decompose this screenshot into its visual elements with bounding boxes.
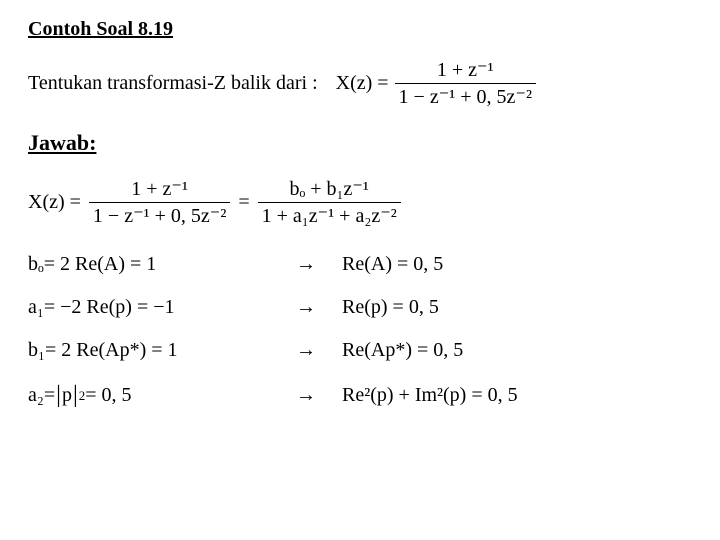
row-right: Re²(p) + Im²(p) = 0, 5	[342, 384, 518, 407]
xz-label: X(z) =	[336, 72, 389, 95]
row-var: a₂	[28, 384, 44, 407]
arrow-icon: →	[296, 384, 316, 407]
given-expression: X(z) = 1 + z⁻¹ 1 − z⁻¹ + 0, 5z⁻²	[336, 59, 536, 108]
row-expr: = 2 Re(Ap*) = 1	[45, 339, 178, 362]
row-var: b₁	[28, 339, 45, 362]
abs-expression: | p |	[55, 382, 79, 409]
main-frac2-num: bₒ + b₁z⁻¹	[285, 178, 372, 202]
main-frac2-den: 1 + a₁z⁻¹ + a₂z⁻²	[258, 202, 401, 227]
given-num: 1 + z⁻¹	[433, 59, 498, 83]
abs-inner: p	[62, 384, 72, 407]
prompt-line: Tentukan transformasi-Z balik dari : X(z…	[28, 59, 692, 108]
main-frac1: 1 + z⁻¹ 1 − z⁻¹ + 0, 5z⁻²	[89, 178, 230, 227]
example-heading: Contoh Soal 8.19	[28, 18, 692, 41]
arrow-icon: →	[296, 253, 316, 276]
answer-heading: Jawab:	[28, 130, 692, 156]
main-frac1-den: 1 − z⁻¹ + 0, 5z⁻²	[89, 202, 230, 227]
equation-row: bₒ = 2 Re(A) = 1 → Re(A) = 0, 5	[28, 253, 692, 276]
equation-row: a₁ = −2 Re(p) = −1 → Re(p) = 0, 5	[28, 296, 692, 319]
abs-bar-left: |	[55, 382, 62, 409]
row-right: Re(A) = 0, 5	[342, 253, 443, 276]
row-left: a₂ = | p | 2 = 0, 5	[28, 382, 278, 409]
arrow-icon: →	[296, 339, 316, 362]
main-frac2: bₒ + b₁z⁻¹ 1 + a₁z⁻¹ + a₂z⁻²	[258, 178, 401, 227]
row-expr: = 2 Re(A) = 1	[44, 253, 157, 276]
equation-row-last: a₂ = | p | 2 = 0, 5 → Re²(p) + Im²(p) = …	[28, 382, 692, 409]
row-eq: =	[44, 384, 55, 407]
arrow-icon: →	[296, 296, 316, 319]
prompt-text: Tentukan transformasi-Z balik dari :	[28, 72, 318, 95]
equation-row: b₁ = 2 Re(Ap*) = 1 → Re(Ap*) = 0, 5	[28, 339, 692, 362]
row-left: b₁ = 2 Re(Ap*) = 1	[28, 339, 278, 362]
abs-bar-right: |	[72, 382, 79, 409]
main-mid-eq: =	[238, 191, 249, 214]
given-den: 1 − z⁻¹ + 0, 5z⁻²	[395, 83, 536, 108]
row-left: a₁ = −2 Re(p) = −1	[28, 296, 278, 319]
row-var: bₒ	[28, 253, 44, 276]
page: Contoh Soal 8.19 Tentukan transformasi-Z…	[0, 0, 720, 447]
main-equation: X(z) = 1 + z⁻¹ 1 − z⁻¹ + 0, 5z⁻² = bₒ + …	[28, 178, 692, 227]
row-right: Re(p) = 0, 5	[342, 296, 439, 319]
row-expr: = −2 Re(p) = −1	[44, 296, 175, 319]
row-tail: = 0, 5	[85, 384, 131, 407]
main-frac1-num: 1 + z⁻¹	[127, 178, 192, 202]
given-fraction: 1 + z⁻¹ 1 − z⁻¹ + 0, 5z⁻²	[395, 59, 536, 108]
row-var: a₁	[28, 296, 44, 319]
row-right: Re(Ap*) = 0, 5	[342, 339, 463, 362]
row-left: bₒ = 2 Re(A) = 1	[28, 253, 278, 276]
main-lhs: X(z) =	[28, 191, 81, 214]
